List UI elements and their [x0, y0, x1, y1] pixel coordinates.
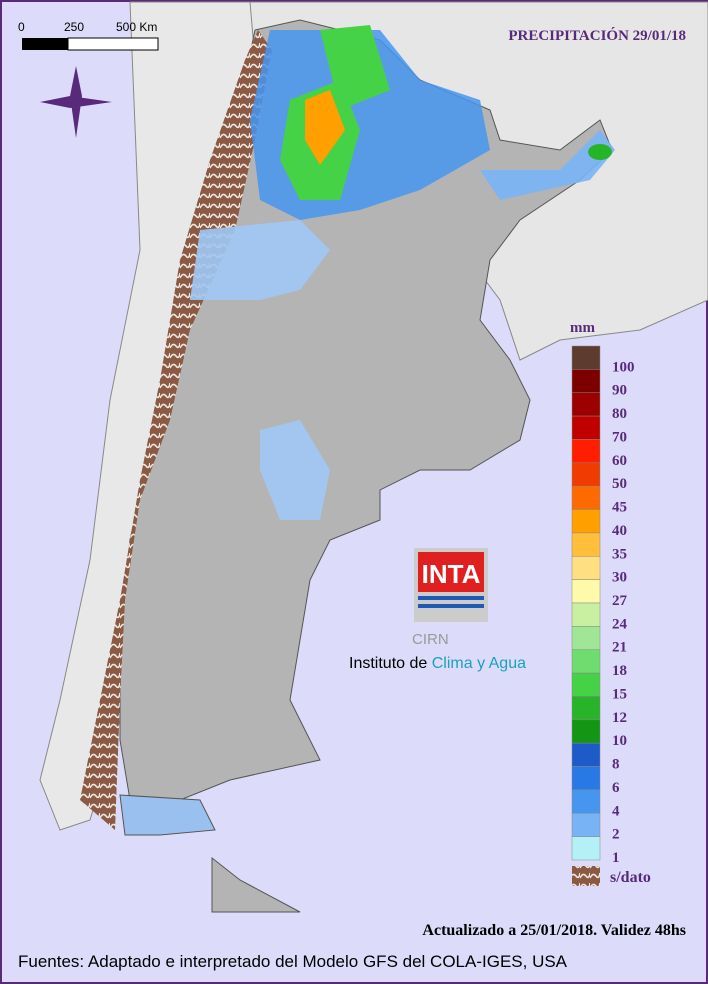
logo-stripe: [418, 604, 484, 608]
legend-swatch: [571, 719, 601, 744]
legend-label: 90: [612, 383, 627, 399]
legend-swatch: [571, 369, 601, 393]
logo-institute-highlight: Clima y Agua: [432, 655, 526, 672]
precip-ne: [480, 130, 615, 200]
logo-institute-text: Instituto de: [349, 655, 427, 672]
compass: [40, 66, 112, 138]
legend-unit: mm: [570, 320, 595, 336]
sources: Fuentes: Adaptado e interpretado del Mod…: [18, 952, 568, 971]
legend-no-data-swatch: [572, 866, 600, 886]
legend-swatch: [571, 602, 601, 627]
scale-bar: [22, 38, 68, 50]
legend-label: 15: [612, 686, 627, 702]
legend-swatch: [571, 392, 601, 417]
legend-label: 70: [612, 429, 627, 445]
legend-label: 24: [612, 616, 628, 632]
legend-swatch: [571, 532, 601, 557]
legend-swatch: [571, 345, 601, 370]
precip-green: [588, 144, 612, 160]
legend-swatch: [571, 415, 601, 440]
scale-label: 500 Km: [116, 20, 157, 34]
logo-name: INTA: [422, 559, 481, 589]
updated: Actualizado a 25/01/2018. Validez 48hs: [422, 922, 686, 939]
legend-swatch: [571, 813, 601, 837]
legend-label: 8: [612, 757, 620, 773]
logo-institute: Instituto de Clima y Agua: [349, 655, 526, 672]
legend-label: 18: [612, 663, 627, 679]
logo-stripe: [418, 596, 484, 600]
malvinas-area: [211, 856, 301, 913]
legend-label: 60: [612, 453, 627, 469]
legend-label: 80: [612, 406, 627, 422]
legend-swatch: [571, 766, 601, 791]
legend-label: 50: [612, 476, 627, 492]
precip-light: [260, 420, 330, 520]
tierra-del-fuego: [119, 794, 216, 836]
legend-label: 2: [612, 827, 620, 843]
precip-light: [190, 220, 330, 300]
legend-label: 1: [612, 850, 620, 866]
title: PRECIPITACIÓN 29/01/18: [508, 27, 686, 44]
legend-label: 40: [612, 523, 627, 539]
scale-label: 250: [64, 20, 84, 34]
legend-label: 4: [612, 803, 620, 819]
legend-label: 30: [612, 570, 627, 586]
legend-label: 27: [612, 593, 628, 609]
legend-label: 45: [612, 500, 627, 516]
legend-swatch: [571, 439, 601, 464]
scale-label: 0: [18, 20, 25, 34]
legend-swatch: [571, 626, 601, 650]
legend-swatch: [571, 696, 601, 721]
logo-unit: CIRN: [412, 631, 449, 648]
legend-swatch: [571, 836, 601, 861]
legend-label: 12: [612, 710, 627, 726]
legend-label: 6: [612, 780, 620, 796]
legend-swatch: [571, 579, 601, 604]
legend-swatch: [571, 485, 601, 510]
legend-swatch: [571, 649, 601, 674]
legend-swatch: [571, 789, 601, 814]
legend-swatch: [571, 742, 601, 767]
legend-swatch: [571, 462, 601, 487]
precip-orange: [305, 90, 345, 165]
scale-bar: [67, 37, 159, 51]
legend-swatch: [571, 556, 601, 580]
logo-red: [418, 552, 484, 592]
legend-label: 100: [612, 359, 635, 375]
legend-label: 21: [612, 640, 627, 656]
legend-no-data: s/dato: [610, 869, 651, 886]
legend-swatch: [571, 509, 601, 534]
legend-label: 35: [612, 546, 627, 562]
legend-label: 10: [612, 733, 627, 749]
legend-swatch: [571, 672, 601, 697]
